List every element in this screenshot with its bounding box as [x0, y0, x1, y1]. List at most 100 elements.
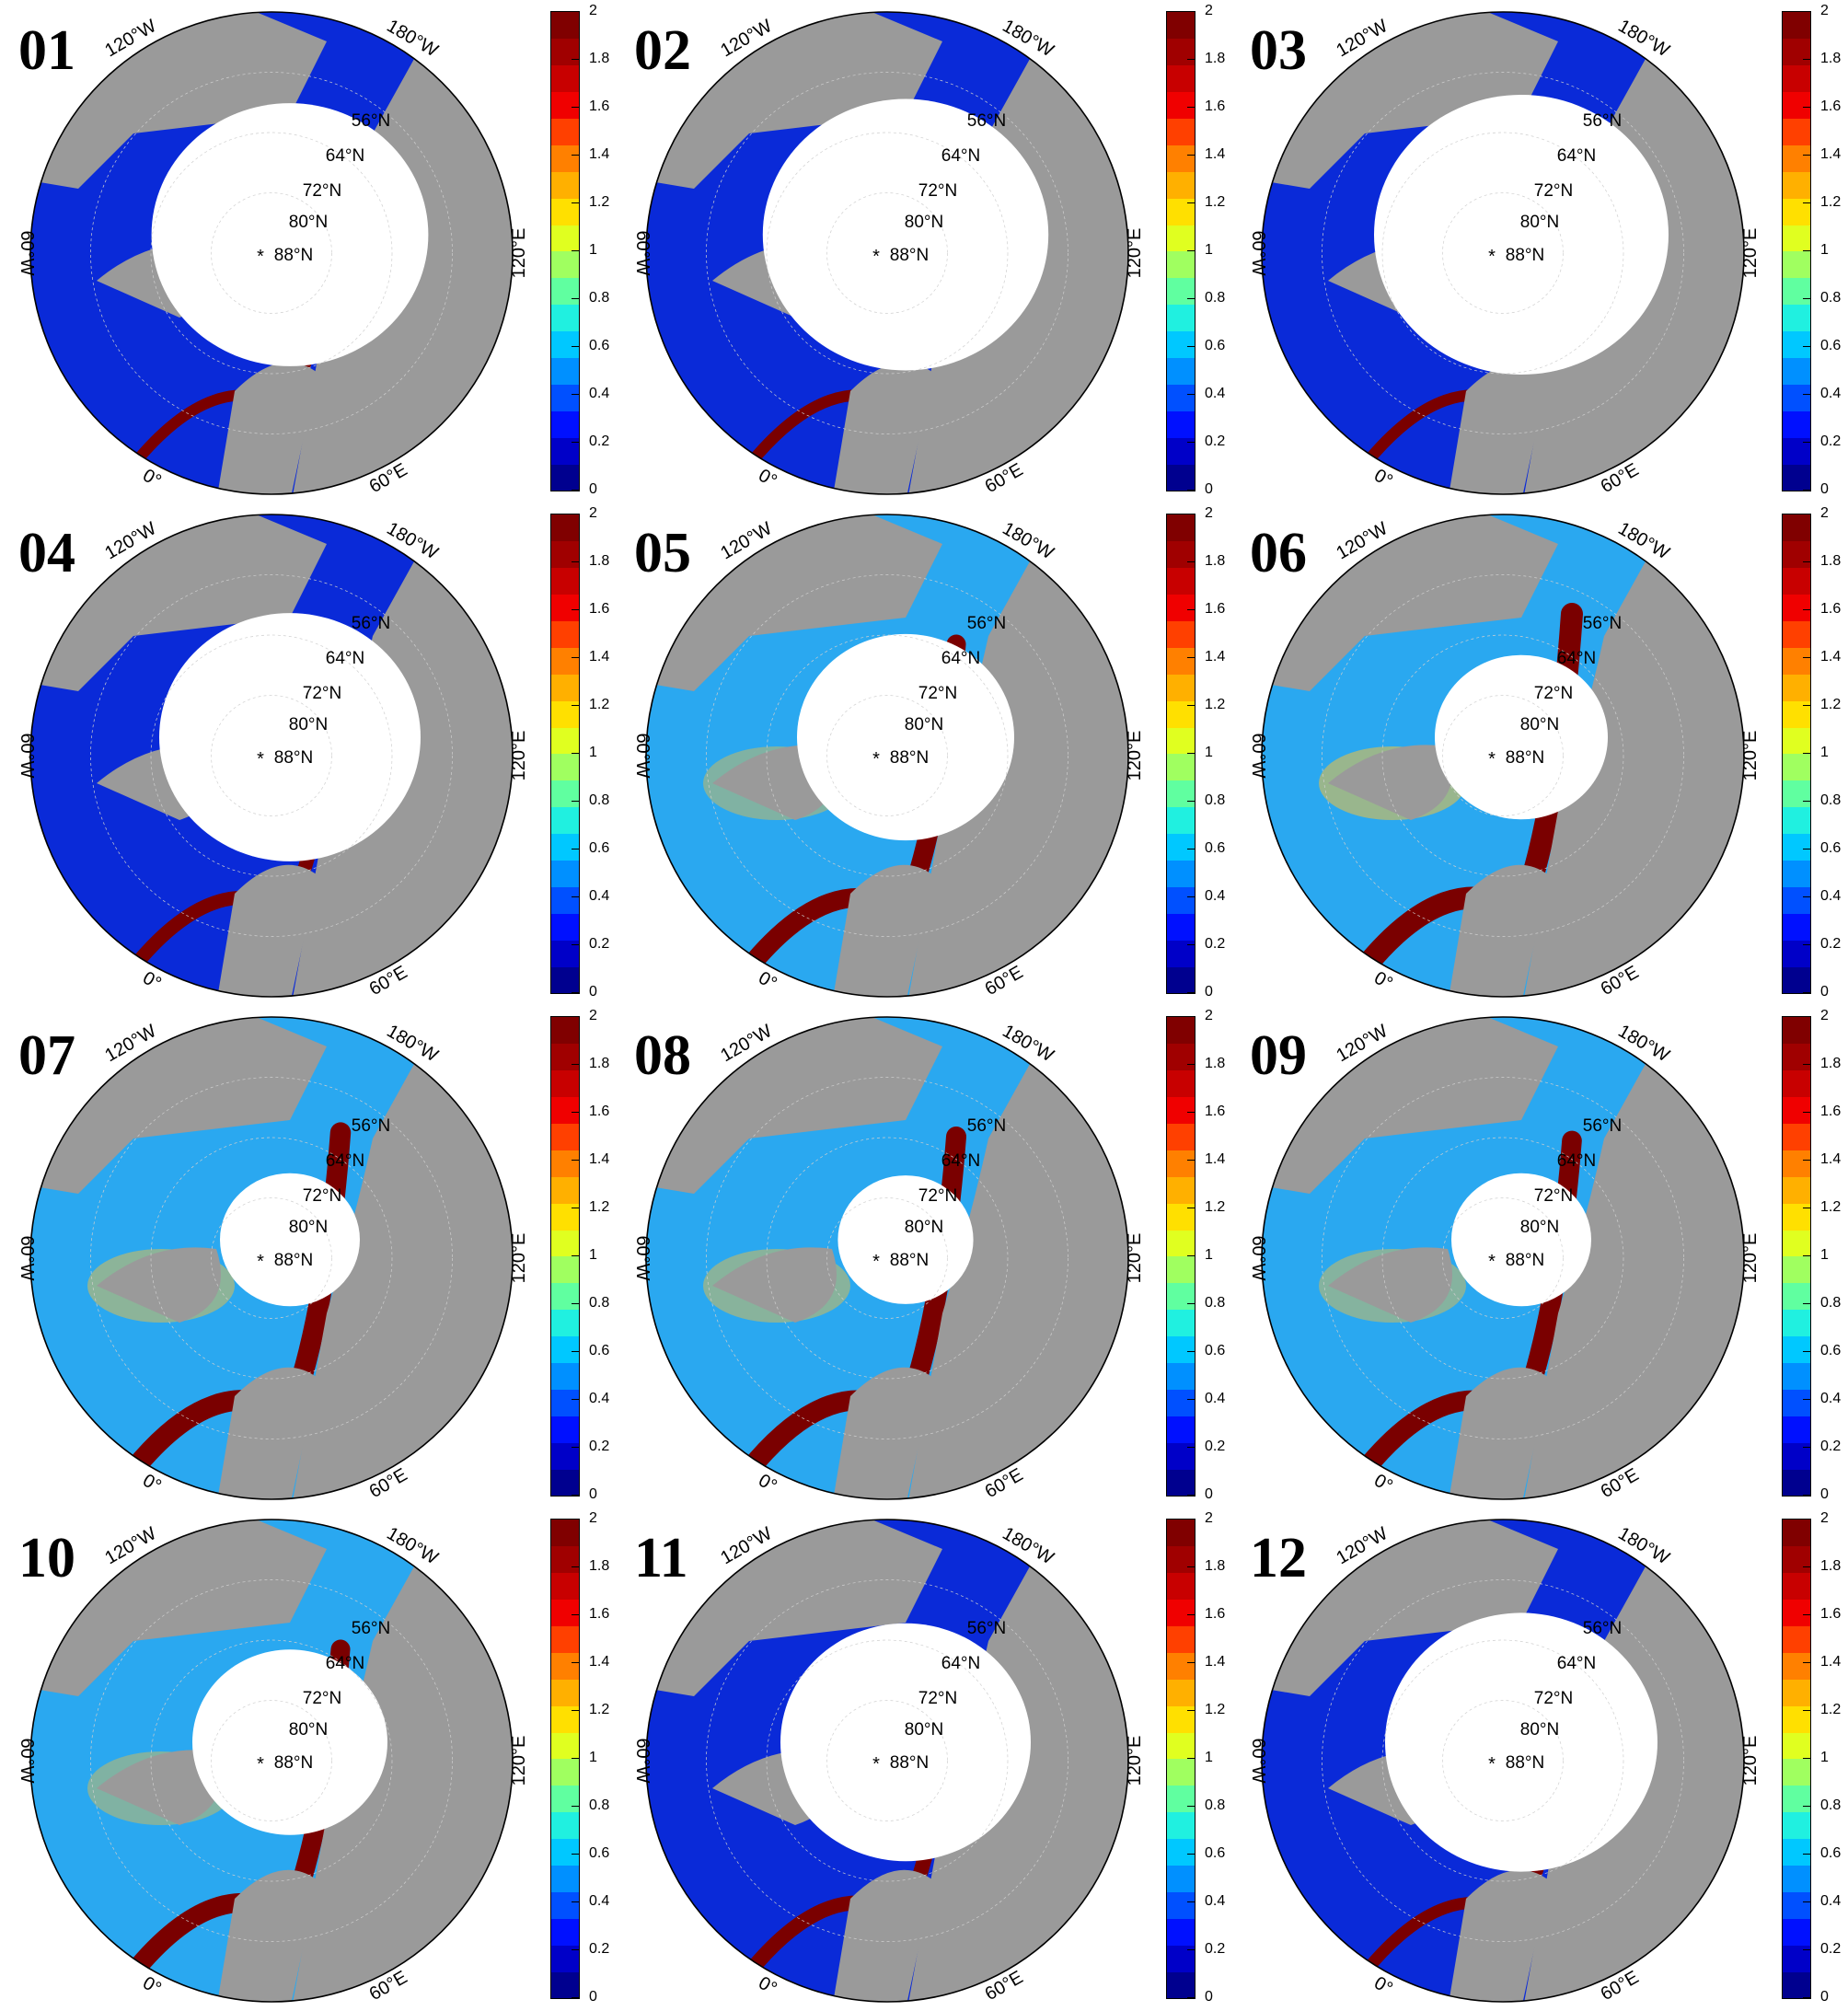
latitude-circle: [826, 1197, 948, 1319]
colorbar-segment: [551, 1123, 579, 1150]
colorbar-segment: [551, 1545, 579, 1574]
colorbar-segment: [1167, 464, 1195, 491]
colorbar: [1166, 514, 1195, 994]
colorbar-tick-label: 2: [589, 505, 597, 521]
colorbar-tick-mark: [1187, 753, 1195, 754]
colorbar-segment: [1783, 780, 1810, 808]
colorbar-tick-label: 1: [1205, 745, 1213, 760]
lat-label-80n: 80°N: [905, 213, 943, 232]
colorbar-tick-mark: [1803, 1255, 1810, 1256]
colorbar-tick-mark: [1803, 944, 1810, 945]
colorbar-segment: [1783, 38, 1810, 66]
colorbar-tick-mark: [1187, 1614, 1195, 1615]
colorbar-tick-label: 0.6: [1205, 840, 1226, 856]
colorbar-tick-label: 0.4: [589, 386, 610, 401]
latitude-circle: [706, 72, 1068, 434]
colorbar-tick-mark: [572, 1949, 579, 1950]
colorbar-tick-label: 0.2: [1205, 433, 1226, 449]
colorbar-tick-mark: [572, 1016, 579, 1017]
lon-label-0: 0°: [755, 967, 780, 994]
colorbar-tick-mark: [1187, 1662, 1195, 1663]
land-scandinavia: [216, 864, 318, 997]
colorbar-segment: [1167, 171, 1195, 199]
colorbar-tick-label: 0.4: [589, 1893, 610, 1909]
colorbar-tick-mark: [1187, 250, 1195, 251]
colorbar-tick-label: 0.2: [1820, 433, 1842, 449]
colorbar-tick-mark: [1187, 801, 1195, 802]
colorbar: [1166, 1016, 1195, 1497]
pole-marker: *: [1488, 1754, 1496, 1774]
colorbar-segment: [1167, 913, 1195, 941]
month-label: 09: [1250, 1024, 1307, 1087]
colorbar-tick-mark: [1803, 202, 1810, 203]
colorbar-tick-label: 1.6: [1820, 601, 1842, 617]
lon-label-60w: 60°W: [17, 733, 37, 778]
colorbar-segment: [551, 1069, 579, 1098]
colorbar-tick-label: 0.6: [589, 1845, 610, 1861]
colorbar-tick-label: 1.4: [1820, 1654, 1842, 1670]
colorbar-segment: [1167, 1838, 1195, 1867]
colorbar-tick-mark: [1187, 1997, 1195, 1998]
colorbar-tick-label: 0.6: [589, 338, 610, 353]
colorbar-segment: [551, 144, 579, 172]
map-frame: [645, 1519, 1129, 2003]
colorbar-segment: [1167, 567, 1195, 595]
colorbar-tick-label: 1.8: [589, 51, 610, 66]
colorbar-tick-mark: [1803, 1303, 1810, 1304]
lat-label-80n: 80°N: [289, 213, 328, 232]
colorbar-segment: [551, 860, 579, 887]
colorbar-segment: [1783, 1679, 1810, 1706]
colorbar-tick-mark: [1803, 298, 1810, 299]
colorbar-segment: [551, 806, 579, 835]
latitude-circle: [1381, 1137, 1624, 1380]
colorbar-segment: [1167, 1732, 1195, 1760]
colorbar-tick-mark: [1187, 896, 1195, 897]
map-frame: [645, 514, 1129, 998]
colorbar-segment: [551, 674, 579, 701]
latitude-circle: [1322, 72, 1684, 434]
colorbar-tick-label: 0.6: [1205, 338, 1226, 353]
colorbar-segment: [551, 1918, 579, 1946]
colorbar-segment: [1167, 1679, 1195, 1706]
colorbar-segment: [1167, 1520, 1195, 1547]
colorbar-tick-mark: [572, 1614, 579, 1615]
colorbar-segment: [1167, 1599, 1195, 1627]
colorbar-segment: [1167, 674, 1195, 701]
lon-label-60w: 60°W: [1248, 1738, 1268, 1783]
colorbar-tick-mark: [1803, 490, 1810, 491]
colorbar-tick-label: 0: [1205, 1989, 1213, 2005]
colorbar-tick-label: 0: [1820, 1486, 1829, 1502]
colorbar: [1782, 1519, 1811, 1999]
colorbar-tick-label: 0: [1205, 984, 1213, 1000]
lon-label-120e: 120°E: [509, 1233, 529, 1284]
map-frame: [645, 1016, 1129, 1500]
colorbar-segment: [551, 1759, 579, 1786]
sea-ice: [1435, 654, 1608, 820]
lat-label-72n: 72°N: [303, 1186, 341, 1206]
colorbar-tick-mark: [1803, 705, 1810, 706]
colorbar-tick-label: 1.8: [1820, 1056, 1842, 1071]
colorbar-tick-mark: [1803, 1519, 1810, 1520]
map-panel-03: * 88°N 80°N 72°N 64°N 56°N 120°W 180°W 60°W 120°E…: [1231, 0, 1847, 503]
colorbar-segment: [551, 780, 579, 808]
colorbar-tick-label: 1: [589, 745, 597, 760]
colorbar-tick-label: 1: [1205, 1247, 1213, 1263]
colorbar-tick-label: 2: [1205, 3, 1213, 18]
colorbar-segment: [1167, 144, 1195, 172]
colorbar-tick-mark: [1187, 1495, 1195, 1496]
map-frame: [29, 1016, 514, 1500]
colorbar-segment: [1167, 38, 1195, 66]
colorbar-tick-mark: [1187, 609, 1195, 610]
colorbar-segment: [1167, 1545, 1195, 1574]
colorbar-tick-mark: [1803, 1495, 1810, 1496]
latitude-circle: [766, 1639, 1009, 1882]
colorbar-tick-mark: [1803, 1566, 1810, 1567]
colorbar-segment: [1783, 1230, 1810, 1257]
land-greenland: [712, 1247, 837, 1323]
latitude-circle: [766, 634, 1009, 877]
map-panel-01: * 88°N 80°N 72°N 64°N 56°N 120°W 180°W 60°W 120°E…: [0, 0, 616, 503]
lon-label-0: 0°: [1370, 1470, 1396, 1497]
colorbar-tick-label: 1.4: [589, 1151, 610, 1167]
